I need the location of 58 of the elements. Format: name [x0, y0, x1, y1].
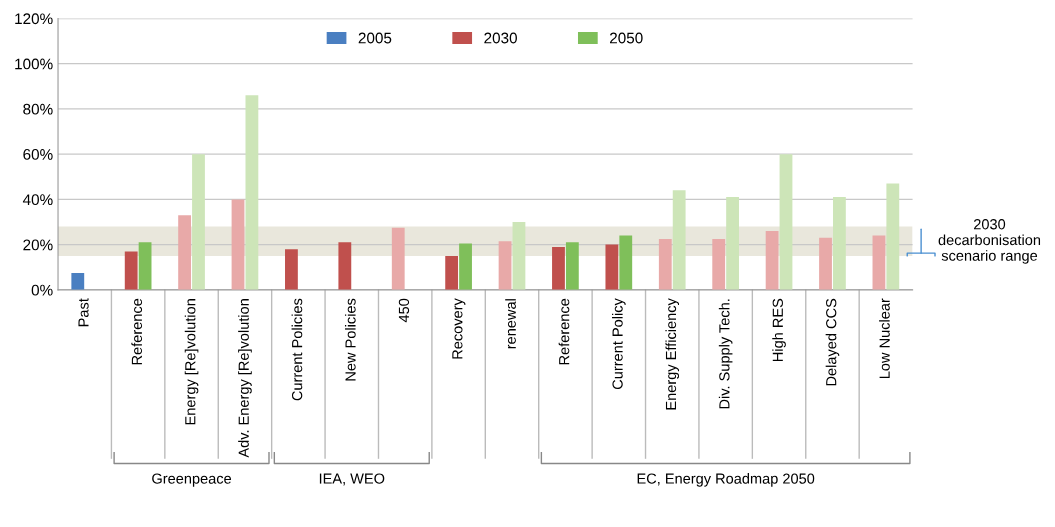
band-label: 2030 decarbonisation scenario range [938, 219, 1041, 264]
x-tick-label: High RES [772, 298, 786, 362]
bar [819, 237, 832, 290]
legend-label: 2030 [484, 32, 517, 44]
x-tick-label: Energy [Re]volution [184, 299, 199, 425]
y-tick-label: 60% [23, 149, 53, 160]
bar [552, 246, 565, 290]
bar [672, 190, 686, 290]
x-tick-label: Delayed CCS [825, 298, 840, 386]
x-tick-label: Current Policy [612, 298, 626, 390]
x-tick-label: Recovery [452, 298, 466, 359]
bar [726, 197, 739, 290]
bar [138, 242, 152, 290]
bar [192, 154, 205, 290]
bar [712, 238, 726, 290]
bar [565, 242, 579, 290]
bar [779, 154, 793, 290]
bar [833, 197, 846, 290]
y-tick-label: 20% [23, 239, 53, 251]
bar [71, 272, 85, 290]
bar [231, 199, 245, 290]
text: Greenpeace [152, 473, 232, 487]
x-tick-label: Energy Efficiency [665, 298, 680, 410]
x-tick-label: New Policies [344, 298, 356, 381]
text: IEA, WEO [319, 473, 385, 486]
bar [245, 95, 259, 290]
bar [178, 215, 192, 290]
bar [512, 222, 526, 290]
y-tick-label: 40% [22, 194, 53, 206]
bar [619, 235, 633, 290]
bar [886, 183, 900, 290]
x-tick-label: Low Nuclear [879, 298, 890, 379]
y-tick-label: 0% [31, 284, 53, 296]
bar [459, 243, 472, 290]
x-tick-label: renewal [505, 299, 516, 349]
text: EC, Energy Roadmap 2050 [637, 473, 815, 487]
y-tick-label: 100% [15, 58, 53, 70]
bar [658, 238, 672, 290]
bar [391, 227, 405, 290]
legend-label: 2050 [610, 32, 643, 44]
bar [445, 255, 459, 290]
x-tick-label: Reference [131, 298, 143, 365]
bar [498, 241, 512, 290]
bar [765, 231, 779, 290]
x-tick-label: Current Policies [291, 298, 303, 401]
x-tick-label: Past [78, 298, 89, 327]
x-tick-label: Adv. Energy [Re]volution [238, 299, 252, 458]
bar [872, 235, 886, 290]
x-tick-label: Reference [558, 298, 570, 365]
x-tick-label: Div. Supply Tech. [718, 299, 733, 409]
legend-label: 2005 [358, 32, 392, 44]
bar [124, 251, 138, 290]
bar [338, 242, 352, 290]
x-tick-label: 450 [398, 298, 410, 323]
y-tick-label: 80% [23, 103, 53, 115]
bar [605, 244, 619, 290]
bar [285, 249, 298, 290]
y-tick-label: 120% [15, 13, 53, 25]
